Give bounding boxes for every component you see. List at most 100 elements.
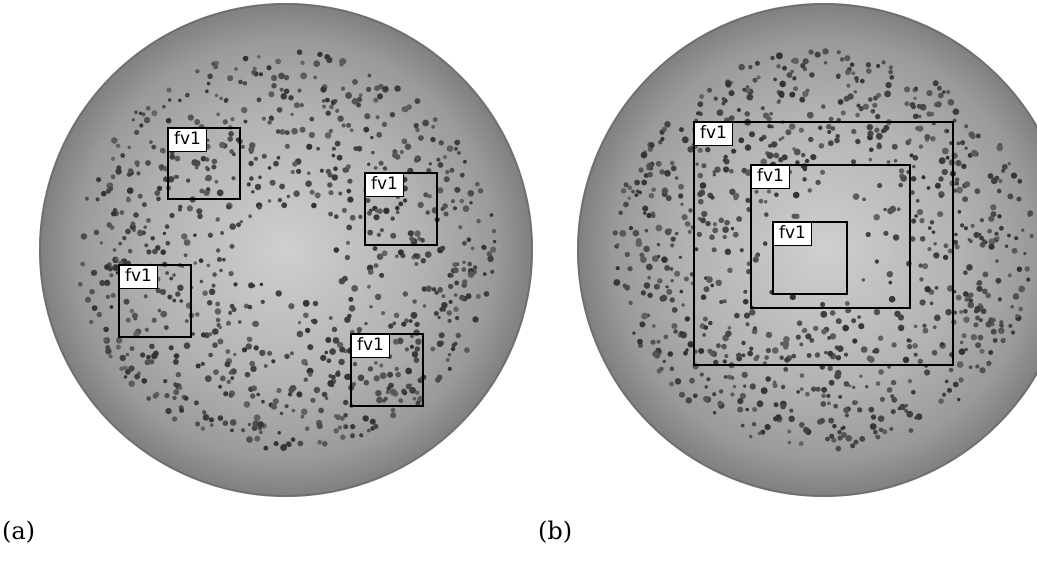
colony-dot — [669, 267, 674, 271]
colony-dot — [413, 123, 419, 129]
colony-dot — [818, 143, 825, 149]
colony-dot — [820, 401, 827, 407]
colony-dot — [825, 436, 830, 442]
colony-dot — [873, 429, 878, 435]
colony-dot — [436, 340, 444, 347]
colony-dot — [211, 283, 216, 288]
colony-dot — [320, 86, 327, 93]
colony-dot — [749, 131, 755, 138]
colony-dot — [252, 420, 259, 428]
colony-dot — [987, 228, 992, 234]
colony-dot — [674, 176, 679, 180]
colony-dot — [384, 86, 389, 91]
colony-dot — [966, 264, 973, 271]
colony-dot — [765, 376, 771, 382]
colony-dot — [931, 350, 938, 356]
colony-dot — [997, 214, 1002, 219]
colony-dot — [204, 176, 210, 181]
colony-dot — [865, 231, 871, 238]
colony-dot — [904, 101, 910, 107]
colony-dot — [969, 239, 973, 244]
colony-dot — [821, 104, 826, 109]
colony-dot — [486, 251, 492, 257]
colony-dot — [412, 396, 417, 401]
colony-dot — [982, 271, 989, 278]
colony-dot — [146, 354, 151, 360]
colony-dot — [352, 79, 358, 85]
colony-dot — [741, 371, 748, 379]
colony-dot — [834, 369, 842, 377]
colony-dot — [140, 352, 146, 358]
colony-dot — [200, 361, 205, 366]
colony-dot — [288, 95, 294, 101]
colony-dot — [778, 157, 784, 163]
colony-dot — [655, 224, 663, 232]
colony-dot — [241, 428, 246, 433]
colony-dot — [263, 445, 269, 451]
colony-dot — [913, 352, 918, 357]
colony-dot — [473, 265, 478, 270]
colony-dot — [168, 98, 172, 102]
colony-dot — [687, 341, 694, 348]
colony-dot — [389, 388, 397, 396]
colony-dot — [307, 344, 314, 351]
colony-dot — [85, 296, 91, 303]
colony-dot — [647, 276, 651, 280]
colony-dot — [990, 211, 997, 218]
colony-dot — [669, 381, 674, 387]
colony-dot — [793, 148, 801, 156]
colony-dot — [821, 386, 828, 393]
colony-dot — [179, 299, 183, 303]
colony-dot — [191, 332, 195, 336]
colony-dot — [960, 340, 964, 345]
colony-dot — [754, 254, 759, 259]
colony-dot — [776, 52, 783, 60]
colony-dot — [458, 225, 463, 230]
colony-dot — [243, 401, 251, 408]
colony-dot — [414, 230, 421, 237]
colony-dot — [639, 321, 646, 328]
colony-dot — [428, 162, 432, 166]
colony-dot — [162, 231, 167, 236]
colony-dot — [217, 415, 224, 421]
colony-dot — [165, 241, 171, 246]
colony-dot — [753, 356, 759, 362]
colony-dot — [344, 373, 351, 380]
colony-dot — [136, 171, 141, 176]
colony-dot — [220, 231, 225, 235]
colony-dot — [271, 359, 276, 364]
caption-a: (a) — [2, 517, 36, 545]
colony-dot — [122, 235, 127, 241]
colony-dot — [852, 193, 860, 200]
colony-dot — [381, 121, 387, 127]
colony-dot — [835, 355, 842, 361]
colony-dot — [206, 81, 211, 86]
colony-dot — [1018, 285, 1026, 293]
colony-dot — [912, 164, 916, 169]
colony-dot — [343, 399, 349, 406]
colony-dot — [802, 167, 808, 172]
colony-dot — [390, 216, 395, 221]
colony-dot — [277, 431, 281, 435]
colony-dot — [151, 144, 157, 150]
colony-dot — [357, 96, 363, 102]
colony-dot — [809, 72, 815, 78]
colony-dot — [706, 276, 713, 283]
colony-dot — [754, 60, 760, 66]
colony-dot — [875, 434, 881, 440]
colony-dot — [149, 140, 153, 144]
colony-dot — [267, 350, 273, 356]
colony-dot — [827, 140, 834, 147]
colony-dot — [257, 205, 262, 210]
colony-dot — [908, 339, 912, 343]
colony-dot — [767, 124, 772, 129]
colony-dot — [296, 330, 304, 338]
colony-dot — [324, 396, 329, 400]
colony-dot — [827, 350, 834, 357]
colony-dot — [225, 349, 231, 354]
colony-dot — [712, 227, 719, 234]
colony-dot — [430, 346, 436, 352]
colony-dot — [249, 360, 256, 367]
colony-dot — [169, 276, 173, 281]
colony-dot — [284, 143, 290, 149]
